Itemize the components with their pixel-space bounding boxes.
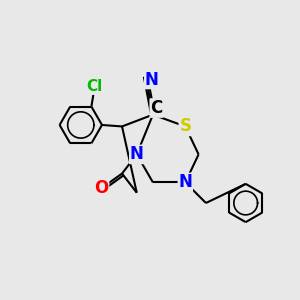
Text: C: C bbox=[150, 99, 163, 117]
Text: S: S bbox=[179, 117, 191, 135]
Text: Cl: Cl bbox=[86, 79, 103, 94]
Text: O: O bbox=[94, 179, 109, 197]
Text: N: N bbox=[130, 146, 144, 164]
Text: N: N bbox=[145, 70, 159, 88]
Text: N: N bbox=[178, 173, 192, 191]
